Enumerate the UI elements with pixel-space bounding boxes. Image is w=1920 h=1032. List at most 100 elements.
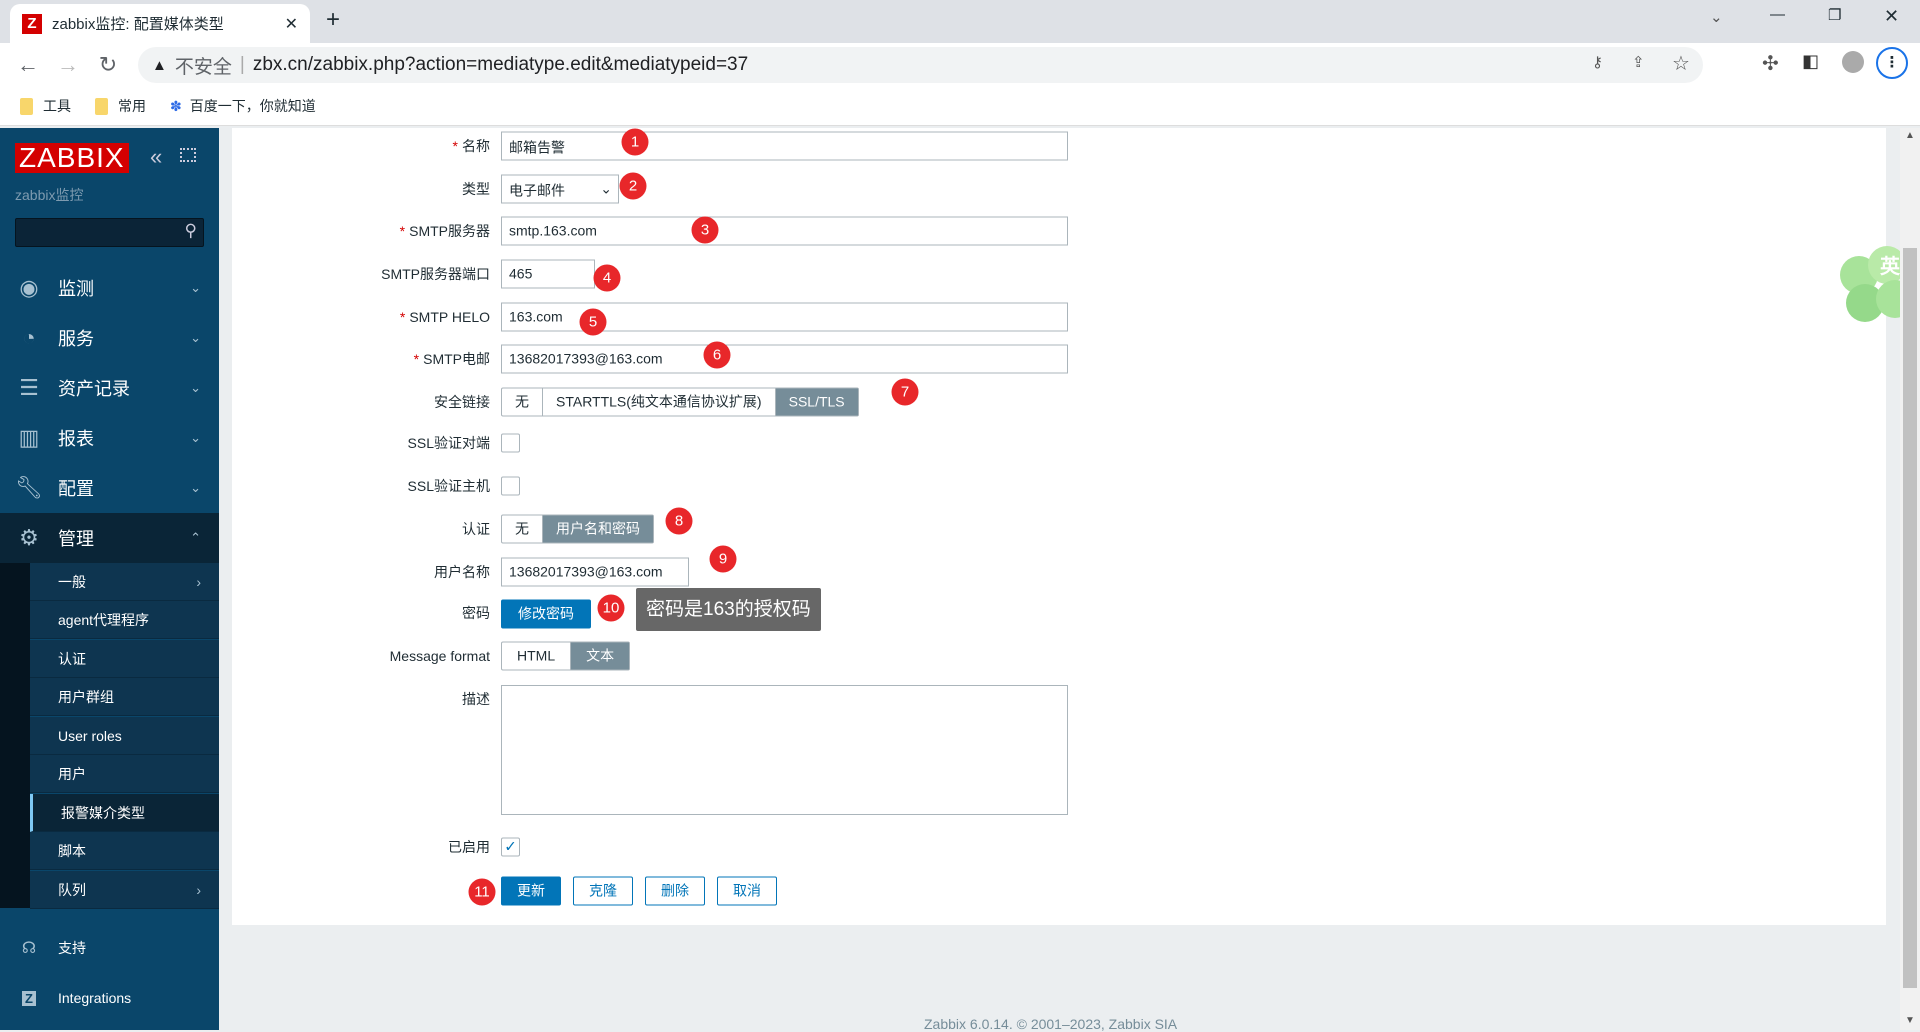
description-textarea[interactable] [501, 685, 1068, 815]
zabbix-logo[interactable]: ZABBIX [15, 143, 129, 173]
security-option-ssl-tls[interactable]: SSL/TLS [775, 388, 858, 416]
sidepanel-icon[interactable]: ◧ [1802, 51, 1820, 71]
headset-icon: ☊ [21, 940, 37, 957]
sidebar-item-inventory[interactable]: ☰ 资产记录 ⌄ [0, 363, 219, 413]
search-icon[interactable]: ⚲ [184, 221, 197, 240]
auth-option-none[interactable]: 无 [502, 515, 543, 543]
star-icon[interactable]: ☆ [1672, 53, 1690, 75]
annotation-badge: 3 [691, 216, 719, 244]
smtp-email-input[interactable]: 13682017393@163.com [501, 344, 1068, 374]
eye-icon: ◉ [19, 275, 39, 300]
cancel-button[interactable]: 取消 [717, 876, 777, 906]
bookmark-common[interactable]: 常用 [95, 96, 146, 116]
sidebar-item-integrations[interactable]: Z Integrations [0, 973, 219, 1023]
sidebar-search-input[interactable]: ⚲ [15, 218, 204, 247]
annotation-badge: 11 [468, 878, 496, 906]
submenu-users[interactable]: 用户 [30, 755, 219, 793]
update-button[interactable]: 更新 [501, 876, 561, 906]
kiosk-mode-icon[interactable] [180, 148, 196, 162]
share-icon[interactable]: ⇪ [1632, 54, 1645, 71]
sidebar-item-reports[interactable]: ▥ 报表 ⌄ [0, 413, 219, 463]
sidebar-item-support[interactable]: ☊ 支持 [0, 923, 219, 973]
bookmark-tools[interactable]: 工具 [20, 96, 71, 116]
annotation-badge: 9 [709, 545, 737, 573]
annotation-badge: 8 [665, 507, 693, 535]
bookmark-baidu[interactable]: ✽ 百度一下，你就知道 [170, 97, 316, 114]
security-option-none[interactable]: 无 [502, 388, 543, 416]
clone-button[interactable]: 克隆 [573, 876, 633, 906]
back-icon[interactable]: ← [17, 51, 39, 77]
enabled-checkbox[interactable]: ✓ [501, 837, 520, 857]
submenu-proxies[interactable]: agent代理程序 [30, 601, 219, 639]
smtp-email-label: * SMTP电邮 [413, 351, 490, 367]
format-option-html[interactable]: HTML [502, 642, 572, 670]
ssl-verify-host-label: SSL验证主机 [407, 478, 490, 494]
message-format-segmented-control: HTML 文本 [501, 641, 631, 671]
name-input[interactable]: 邮箱告警 [501, 131, 1068, 161]
submenu-media-types[interactable]: 报警媒介类型 [30, 794, 219, 832]
bookmarks-bar: 工具 常用 ✽ 百度一下，你就知道 [0, 86, 1920, 126]
annotation-badge: 1 [621, 128, 649, 156]
auth-option-username-password[interactable]: 用户名和密码 [543, 515, 653, 543]
annotation-badge: 2 [619, 172, 647, 200]
profile-icon[interactable] [1842, 51, 1864, 73]
minimize-button[interactable]: — [1770, 6, 1785, 23]
url-input[interactable]: ▲ 不安全 | zbx.cn/zabbix.php?action=mediaty… [138, 47, 1703, 83]
password-label: 密码 [462, 605, 490, 621]
auth-label: 认证 [462, 521, 490, 537]
collapse-sidebar-icon[interactable]: « [150, 144, 163, 169]
format-option-text[interactable]: 文本 [571, 642, 630, 670]
smtp-port-input[interactable]: 465 [501, 259, 595, 289]
smtp-server-input[interactable]: smtp.163.com [501, 216, 1068, 246]
annotation-tooltip: 密码是163的授权码 [636, 588, 821, 631]
submenu-queue[interactable]: 队列 › [30, 871, 219, 909]
security-option-starttls[interactable]: STARTTLS(纯文本通信协议扩展) [543, 388, 776, 416]
extension-icon[interactable]: ✣ [1762, 53, 1779, 75]
reload-icon[interactable]: ↻ [98, 51, 118, 77]
folder-icon [20, 98, 33, 116]
type-select[interactable]: 电子邮件 ⌄ [501, 174, 619, 204]
wrench-icon: 🔧︎ [15, 475, 43, 500]
ssl-verify-peer-checkbox[interactable] [501, 433, 520, 453]
submenu-authentication[interactable]: 认证 [30, 640, 219, 678]
sidebar-item-services[interactable]: ◔ 服务 ⌄ [0, 313, 219, 363]
page-scrollbar[interactable]: ▲ ▼ [1900, 128, 1920, 1030]
close-window-button[interactable]: ✕ [1884, 6, 1900, 26]
browser-tab[interactable]: Z zabbix监控: 配置媒体类型 ✕ [10, 4, 310, 43]
key-icon[interactable]: ⚷ [1592, 54, 1603, 71]
sidebar: ZABBIX « zabbix监控 ⚲ ◉ 监测 ⌄ ◔ 服务 ⌄ ☰ 资产记录 ⌄ ▥ 报表… [0, 128, 219, 1030]
description-label: 描述 [462, 691, 490, 707]
clover-text: 英 [1880, 256, 1900, 278]
enabled-label: 已启用 [448, 839, 490, 855]
name-label: * 名称 [452, 138, 490, 154]
tab-search-icon[interactable]: ⌄ [1710, 9, 1723, 26]
warning-icon: ▲ [152, 56, 167, 74]
change-password-button[interactable]: 修改密码 [501, 599, 591, 629]
ssl-verify-peer-label: SSL验证对端 [407, 435, 490, 451]
annotation-badge: 4 [593, 264, 621, 292]
submenu-user-roles[interactable]: User roles [30, 717, 219, 755]
auth-segmented-control: 无 用户名和密码 [501, 514, 654, 544]
gear-icon: ⚙ [19, 525, 39, 550]
message-format-label: Message format [389, 648, 490, 664]
sidebar-item-administration[interactable]: ⚙ 管理 ⌃ [0, 513, 219, 563]
username-input[interactable]: 13682017393@163.com [501, 557, 689, 587]
restore-button[interactable]: ❐ [1828, 7, 1842, 24]
submenu-user-groups[interactable]: 用户群组 [30, 678, 219, 716]
submenu-scripts[interactable]: 脚本 [30, 832, 219, 870]
security-label: 安全链接 [434, 394, 490, 410]
delete-button[interactable]: 删除 [645, 876, 705, 906]
forward-icon[interactable]: → [57, 51, 79, 77]
ssl-verify-host-checkbox[interactable] [501, 476, 520, 496]
menu-icon[interactable]: ⋮ [1876, 47, 1908, 79]
scrollbar-thumb[interactable] [1903, 248, 1917, 988]
new-tab-button[interactable]: + [326, 6, 341, 33]
submenu-gutter [0, 563, 30, 908]
smtp-port-label: SMTP服务器端口 [381, 266, 490, 282]
list-icon: ☰ [19, 375, 39, 400]
submenu-general[interactable]: 一般 › [30, 563, 219, 601]
sidebar-item-monitoring[interactable]: ◉ 监测 ⌄ [0, 263, 219, 313]
sidebar-item-configuration[interactable]: 🔧︎ 配置 ⌄ [0, 463, 219, 513]
close-tab-icon[interactable]: ✕ [284, 15, 298, 33]
username-label: 用户名称 [434, 564, 490, 580]
